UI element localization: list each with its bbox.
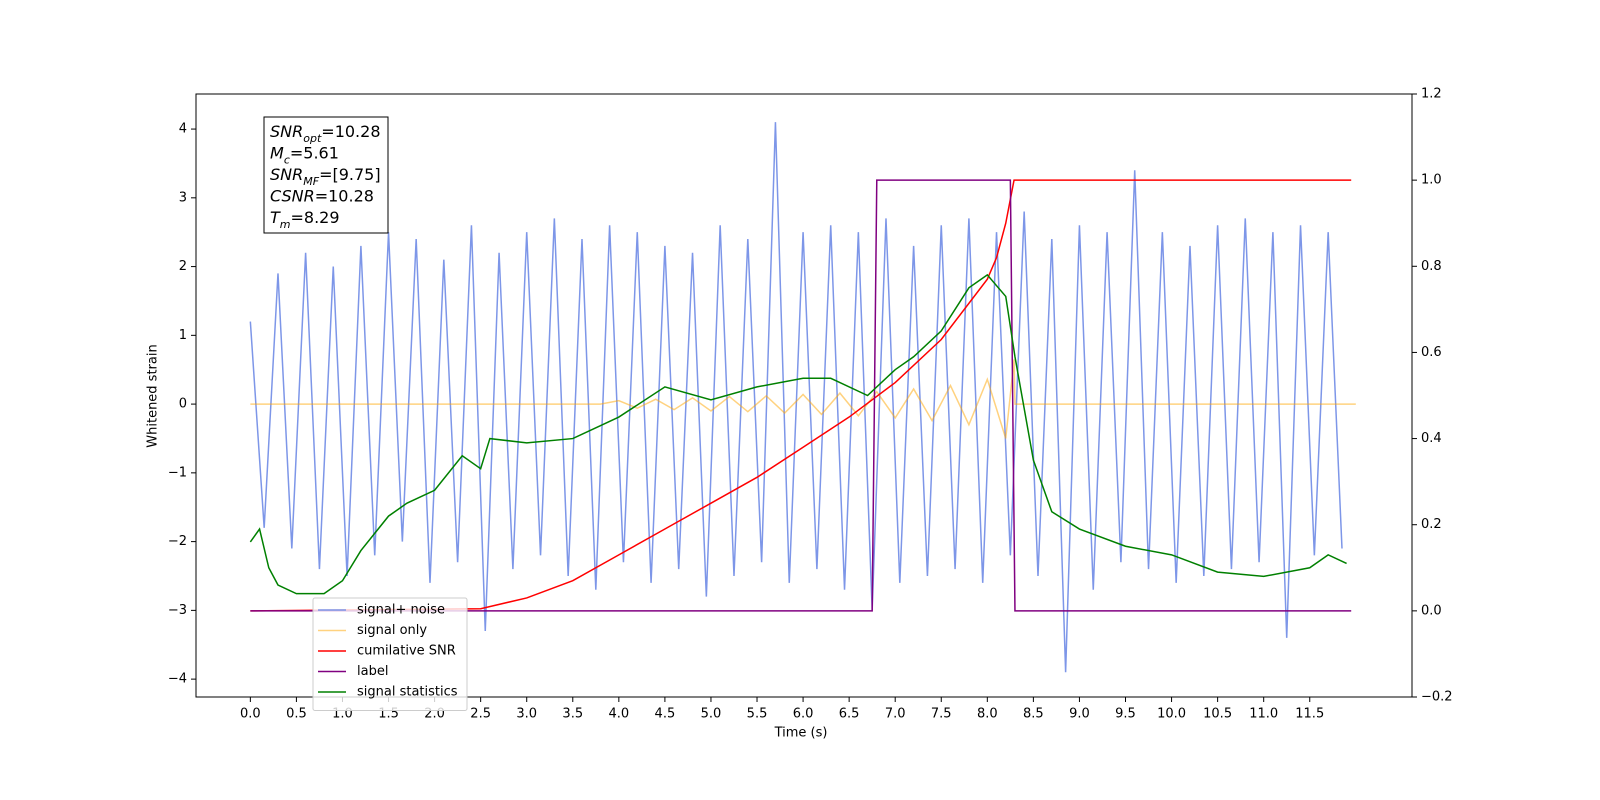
x-tick-label: 3.5 <box>562 707 583 722</box>
x-tick-label: 0.5 <box>286 707 307 722</box>
legend-box <box>312 597 468 711</box>
legend-label: signal+ noise <box>357 603 445 618</box>
y-tick-label: −2 <box>168 534 187 549</box>
annotation: Mc=5.61 <box>270 143 339 166</box>
x-tick-label: 5.5 <box>747 707 768 722</box>
x-tick-label: 2.5 <box>470 707 491 722</box>
y-axis-label: Whitened strain <box>146 344 161 447</box>
x-axis-label: Time (s) <box>774 726 828 741</box>
y-tick-label: 0 <box>179 397 187 412</box>
annotation-subscript: MF <box>303 175 319 188</box>
y2-tick-label: 0.4 <box>1421 431 1442 446</box>
legend-label: signal statistics <box>357 685 458 700</box>
x-tick-label: 6.0 <box>793 707 814 722</box>
annotation-value: =[9.75] <box>319 165 381 184</box>
annotation: SNRMF=[9.75] <box>270 165 381 188</box>
annotation: SNRopt=10.28 <box>270 122 381 145</box>
x-tick-label: 9.5 <box>1115 707 1136 722</box>
x-tick-label: 5.0 <box>701 707 722 722</box>
series-line <box>250 179 1352 612</box>
x-tick-label: 8.5 <box>1023 707 1044 722</box>
y2-tick-label: 0.6 <box>1421 345 1442 360</box>
y2-tick-label: 0.0 <box>1421 603 1442 618</box>
x-tick-label: 9.0 <box>1069 707 1090 722</box>
annotation-symbol: T <box>270 208 281 227</box>
x-tick-label: 8.0 <box>977 707 998 722</box>
x-tick-label: 11.0 <box>1249 707 1278 722</box>
y2-tick-label: 1.2 <box>1421 87 1442 102</box>
legend-label: signal only <box>357 623 427 638</box>
annotation-value: =10.28 <box>321 122 380 141</box>
legend-label: label <box>357 664 388 679</box>
x-tick-label: 4.0 <box>608 707 629 722</box>
annotation: CSNR=10.28 <box>270 186 374 205</box>
x-tick-label: 4.5 <box>655 707 676 722</box>
plot-frame <box>195 93 1413 698</box>
y-tick-label: 2 <box>179 259 187 274</box>
x-tick-label: 3.0 <box>516 707 537 722</box>
y-tick-label: −1 <box>168 465 187 480</box>
y2-tick-label: 1.0 <box>1421 173 1442 188</box>
annotation-symbol: CSNR <box>270 186 315 205</box>
x-tick-label: 11.5 <box>1295 707 1324 722</box>
annotation-box <box>263 116 389 234</box>
x-tick-label: 7.0 <box>885 707 906 722</box>
x-tick-label: 6.5 <box>839 707 860 722</box>
x-tick-label: 7.5 <box>931 707 952 722</box>
legend-label: cumilative SNR <box>357 644 456 659</box>
annotation-subscript: opt <box>303 132 322 145</box>
y2-tick-label: 0.2 <box>1421 517 1442 532</box>
annotation-value: =5.61 <box>290 143 339 162</box>
y-tick-label: 3 <box>179 190 187 205</box>
y2-tick-label: −0.2 <box>1421 690 1453 705</box>
series-line <box>249 273 1347 595</box>
y-tick-label: 4 <box>179 122 187 137</box>
series-line <box>250 179 1352 612</box>
y-tick-label: 1 <box>179 328 187 343</box>
y-tick-label: −3 <box>168 603 187 618</box>
annotation-value: =8.29 <box>291 208 340 227</box>
annotation-symbol: M <box>270 143 284 162</box>
annotation: Tm=8.29 <box>270 208 340 231</box>
y-tick-label: −4 <box>168 672 187 687</box>
annotation-subscript: c <box>284 153 290 166</box>
series-line <box>249 122 1343 673</box>
annotation-symbol: SNR <box>270 165 303 184</box>
x-tick-label: 10.0 <box>1157 707 1186 722</box>
x-tick-label: 10.5 <box>1203 707 1232 722</box>
annotation-symbol: SNR <box>270 122 303 141</box>
series-line <box>250 359 1356 439</box>
annotation-value: =10.28 <box>315 186 374 205</box>
x-tick-label: 0.0 <box>240 707 261 722</box>
annotation-subscript: m <box>280 218 291 231</box>
y2-tick-label: 0.8 <box>1421 259 1442 274</box>
